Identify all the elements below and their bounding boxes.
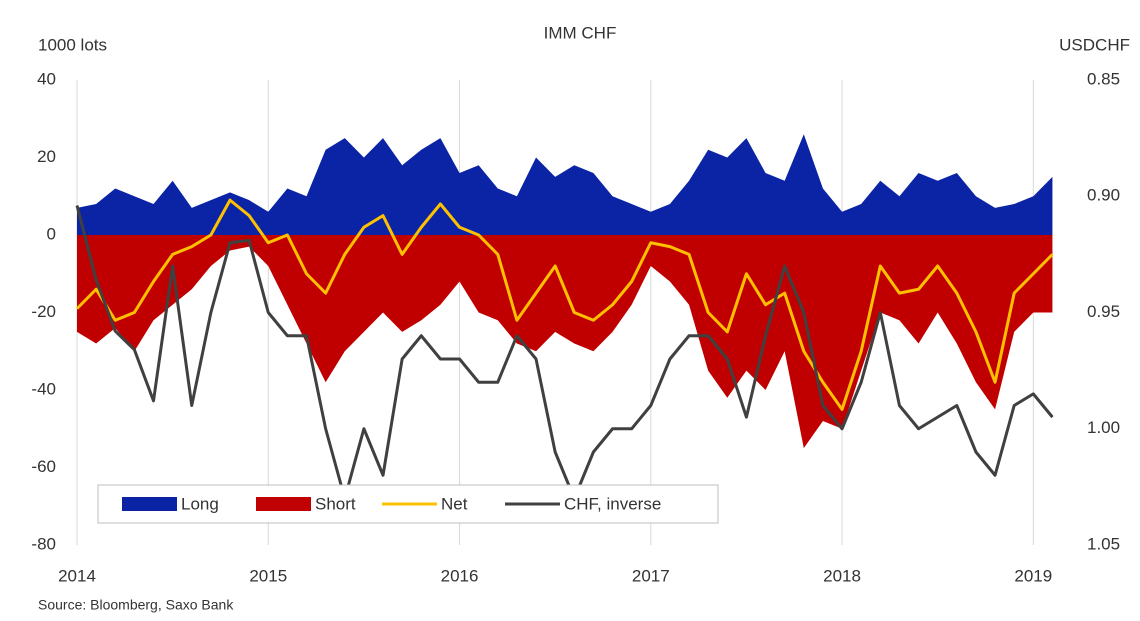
area <box>77 134 1053 235</box>
y2-tick-label: 0.85 <box>1087 69 1120 88</box>
line <box>75 198 1054 411</box>
y-tick-label: -20 <box>31 302 56 321</box>
x-tick-label: 2015 <box>249 566 287 585</box>
x-tick-label: 2018 <box>823 566 861 585</box>
legend-label: Short <box>315 494 356 513</box>
y-tick-label: 0 <box>47 224 56 243</box>
y-tick-label: 20 <box>37 147 56 166</box>
chart-title: IMM CHF <box>544 23 617 42</box>
legend-swatch <box>256 497 311 511</box>
x-tick-label: 2016 <box>441 566 479 585</box>
y-tick-label: -60 <box>31 457 56 476</box>
legend-box <box>97 484 719 524</box>
y-axis-label: 1000 lots <box>38 35 107 54</box>
y2-tick-label: 1.05 <box>1087 534 1120 553</box>
x-tick-label: 2014 <box>58 566 96 585</box>
x-tick-label: 2017 <box>632 566 670 585</box>
legend-label: Long <box>181 494 219 513</box>
y2-axis-label: USDCHF <box>1059 35 1130 54</box>
legend-swatch <box>122 497 177 511</box>
y-tick-label: -80 <box>31 534 56 553</box>
plot-area <box>75 134 1054 500</box>
line <box>75 205 1054 500</box>
x-tick-label: 2019 <box>1014 566 1052 585</box>
y2-tick-label: 1.00 <box>1087 418 1120 437</box>
legend-label: CHF, inverse <box>564 494 661 513</box>
y2-tick-label: 0.95 <box>1087 302 1120 321</box>
legend: Long Short Net CHF, inverse <box>97 484 719 524</box>
legend-label: Net <box>441 494 468 513</box>
y-tick-label: 40 <box>37 69 56 88</box>
source-note: Source: Bloomberg, Saxo Bank <box>38 597 234 613</box>
y2-tick-label: 0.90 <box>1087 186 1120 205</box>
y-tick-label: -40 <box>31 379 56 398</box>
